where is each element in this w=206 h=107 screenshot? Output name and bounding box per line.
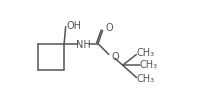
Text: O: O xyxy=(105,23,113,33)
Text: CH₃: CH₃ xyxy=(136,74,154,84)
Text: O: O xyxy=(111,52,119,62)
Text: OH: OH xyxy=(66,21,81,31)
Text: NH: NH xyxy=(76,40,90,50)
Text: CH₃: CH₃ xyxy=(139,60,157,70)
Text: CH₃: CH₃ xyxy=(136,48,154,58)
